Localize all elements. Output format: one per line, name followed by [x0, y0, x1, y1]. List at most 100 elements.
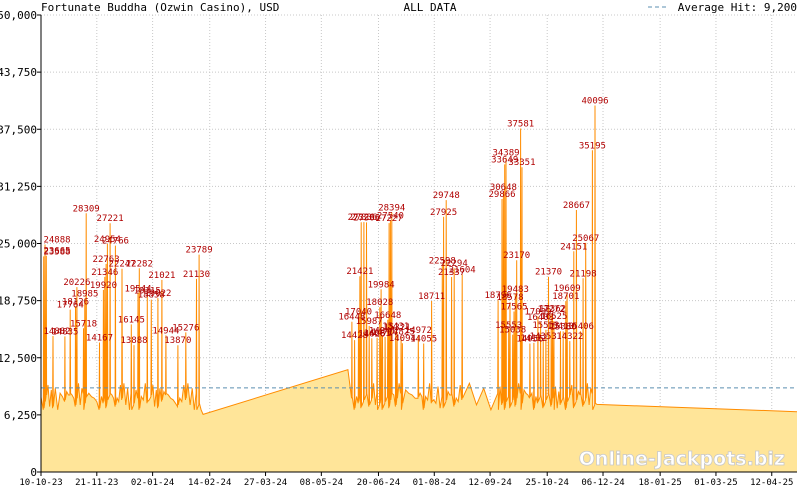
peak-label-50: 15431	[382, 322, 409, 332]
peak-label-54: 14972	[405, 326, 432, 336]
peak-label-79: 16403	[527, 313, 554, 323]
y-tick-label-3: 18,750	[0, 295, 37, 308]
peak-label-34: 17040	[345, 307, 372, 317]
peak-label-59: 29748	[433, 191, 460, 201]
watermark: Online-Jackpots.biz	[579, 448, 785, 470]
peak-label-78: 17039	[524, 307, 551, 317]
peak-label-4: 14835	[51, 327, 78, 337]
x-tick-label-0: 10-10-23	[19, 478, 62, 488]
x-tick-label-8: 12-09-24	[468, 478, 511, 488]
peak-label-16: 27221	[97, 214, 124, 224]
peak-label-38: 27306	[353, 213, 380, 223]
peak-label-57: 22598	[429, 256, 456, 266]
peak-label-27: 14944	[152, 326, 179, 336]
peak-label-46: 16648	[374, 311, 401, 321]
peak-label-53: 14094	[389, 334, 416, 344]
peak-label-97: 40096	[581, 97, 608, 107]
peak-label-7: 20226	[63, 278, 90, 288]
peak-label-96: 35195	[579, 141, 606, 151]
peak-label-61: 22294	[441, 259, 468, 269]
peak-label-95: 25067	[572, 234, 599, 244]
peak-label-58: 27925	[430, 208, 457, 218]
series-area	[40, 105, 798, 472]
peak-label-26: 21021	[148, 271, 175, 281]
peak-label-94: 21198	[570, 269, 597, 279]
peak-label-66: 33649	[491, 155, 518, 165]
peak-label-14: 22763	[93, 255, 120, 265]
peak-label-33: 14428	[341, 331, 368, 341]
peak-label-37: 27336	[350, 213, 377, 223]
peak-label-10: 28309	[73, 204, 100, 214]
peak-label-83: 17272	[538, 305, 565, 315]
peak-label-69: 18578	[496, 293, 523, 303]
peak-label-41: 14681	[364, 329, 391, 339]
peak-label-52: 14825	[388, 327, 415, 337]
peak-label-76: 14056	[516, 335, 543, 345]
x-tick-label-11: 18-01-25	[638, 478, 681, 488]
peak-label-11: 14167	[86, 334, 113, 344]
peak-label-28: 13870	[164, 336, 191, 346]
peak-label-67: 34389	[492, 149, 519, 159]
peak-label-13: 21346	[91, 268, 118, 278]
series-fill	[41, 105, 797, 472]
x-tick-label-7: 01-08-24	[413, 478, 456, 488]
peak-label-87: 15380	[550, 322, 577, 332]
peak-label-71: 17565	[500, 302, 527, 312]
y-tick-label-1: 6,250	[4, 409, 37, 422]
peak-label-90: 14322	[556, 332, 583, 342]
peak-label-5: 17764	[57, 301, 84, 311]
y-tick-label-4: 25,000	[0, 238, 37, 251]
peak-label-25: 19022	[144, 289, 171, 299]
peak-label-92: 28667	[563, 201, 590, 211]
peak-label-9: 18985	[71, 289, 98, 299]
peak-label-81: 15553	[532, 321, 559, 331]
peak-label-31: 23789	[186, 246, 213, 256]
peak-label-8: 15718	[70, 319, 97, 329]
peak-label-30: 21130	[183, 270, 210, 280]
x-tick-label-2: 02-01-24	[131, 478, 174, 488]
peak-label-39: 15987	[356, 317, 383, 327]
peak-label-47: 27227	[376, 214, 403, 224]
y-tick-label-2: 12,500	[0, 352, 37, 365]
peak-label-86: 15410	[547, 322, 574, 332]
peak-label-62: 21604	[449, 266, 476, 276]
x-tick-label-3: 14-02-24	[188, 478, 231, 488]
chart-title: Fortunate Buddha (Ozwin Casino), USD	[41, 1, 279, 14]
y-tick-label-7: 43,750	[0, 66, 37, 79]
peak-label-6: 18126	[62, 297, 89, 307]
peak-label-93: 15406	[567, 322, 594, 332]
peak-label-63: 18796	[485, 291, 512, 301]
grid-lines	[40, 14, 797, 473]
peak-label-24: 18858	[138, 291, 165, 301]
center-label: ALL DATA	[404, 1, 457, 14]
peak-label-85: 16525	[540, 312, 567, 322]
legend-average-label: Average Hit: 9,200	[678, 1, 797, 14]
peak-label-45: 14777	[372, 328, 399, 338]
peak-label-35: 21421	[346, 267, 373, 277]
peak-label-73: 23170	[503, 251, 530, 261]
peak-label-40: 14626	[358, 329, 385, 339]
peak-label-55: 14055	[410, 335, 437, 345]
peak-label-68: 15553	[495, 321, 522, 331]
peak-label-21: 19544	[124, 284, 151, 294]
x-tick-label-4: 27-03-24	[244, 478, 287, 488]
series-line	[40, 105, 798, 416]
peak-label-60: 21337	[438, 268, 465, 278]
peak-label-44: 14941	[369, 326, 396, 336]
peak-label-72: 19483	[502, 285, 529, 295]
y-tick-label-8: 50,000	[0, 9, 37, 22]
x-tick-label-5: 08-05-24	[300, 478, 343, 488]
peak-label-49: 28394	[378, 203, 405, 213]
peak-label-12: 19920	[90, 281, 117, 291]
peak-label-0: 23588	[43, 247, 70, 257]
x-tick-label-13: 12-04-25	[750, 478, 793, 488]
peak-label-80: 14353	[530, 332, 557, 342]
peak-label-1: 24888	[43, 236, 70, 246]
peak-label-2: 23665	[43, 247, 70, 257]
peak-label-43: 19984	[368, 280, 395, 290]
peak-label-74: 37581	[507, 120, 534, 130]
x-tick-label-9: 25-10-24	[526, 478, 569, 488]
peak-label-23: 19315	[134, 286, 161, 296]
